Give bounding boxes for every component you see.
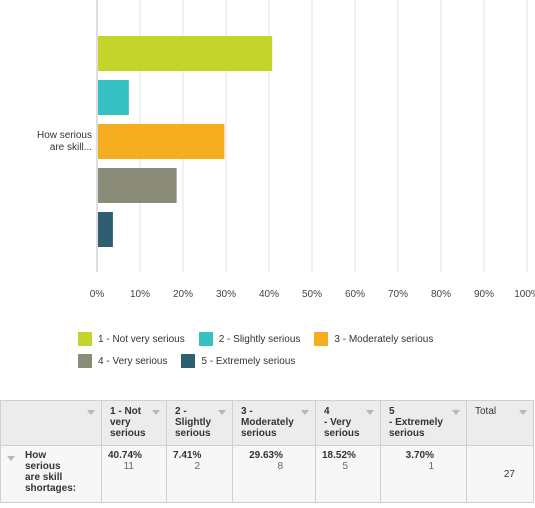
table-header-row: 1 - Not very serious 2 - Slightly serious 3 … (0, 400, 534, 446)
legend-item-4: 4 - Very serious (78, 354, 167, 368)
table-cell-total: 27 (466, 445, 534, 503)
column-header-4[interactable]: 4- Very serious (315, 400, 381, 446)
bar-2 (98, 80, 129, 115)
row-label: How serious are skill shortages: (25, 450, 77, 494)
category-label: are skill... (50, 142, 92, 153)
x-tick-label: 60% (345, 289, 365, 300)
x-tick-label: 20% (173, 289, 193, 300)
x-tick-label: 90% (474, 289, 494, 300)
legend-item-3: 3 - Moderately serious (314, 332, 433, 346)
column-header-total[interactable]: Total (466, 400, 534, 446)
legend-label-1: 1 - Not very serious (98, 333, 185, 345)
legend-item-2: 2 - Slightly serious (198, 332, 301, 346)
chevron-down-icon[interactable] (301, 410, 309, 415)
table-cell-2: 7.41% 2 (166, 445, 233, 503)
legend-label-3: 3 - Moderately serious (334, 333, 434, 345)
x-tick-label: 50% (302, 289, 322, 300)
chevron-down-icon[interactable] (519, 410, 527, 415)
table-cell-4: 18.52% 5 (315, 445, 381, 503)
bar-4 (98, 168, 177, 203)
table-cell-1: 40.74% 11 (101, 445, 167, 503)
x-tick-label: 70% (388, 289, 408, 300)
bar-chart: 0% 10% 20% 30% 40% 50% 60% 70% 80% 90% 100% How ser… (37, 0, 535, 300)
bar-3 (98, 124, 225, 159)
legend-label-4: 4 - Very serious (98, 355, 168, 367)
legend-item-5: 5 - Extremely serious (181, 354, 295, 368)
legend-item-1: 1 - Not very serious (78, 332, 185, 346)
column-header-3[interactable]: 3 - Moderately serious (232, 400, 316, 446)
column-header-1[interactable]: 1 - Not very serious (101, 400, 167, 446)
bar-5 (98, 212, 113, 247)
legend-swatch-1 (78, 332, 92, 346)
legend-swatch-5 (181, 354, 196, 368)
x-tick-label: 30% (216, 289, 236, 300)
bar-1 (98, 36, 273, 71)
chevron-down-icon[interactable] (87, 410, 95, 415)
column-header-5[interactable]: 5- Extremely serious (380, 400, 467, 446)
chevron-down-icon[interactable] (452, 410, 460, 415)
column-header-2[interactable]: 2 - Slightly serious (166, 400, 233, 446)
x-tick-label: 0% (90, 289, 105, 300)
table-cell-3: 29.63% 8 (232, 445, 316, 503)
legend-label-5: 5 - Extremely serious (201, 355, 296, 367)
row-header-cell[interactable]: How serious are skill shortages: (0, 445, 102, 503)
table-corner-cell (0, 400, 102, 446)
legend-row-2: 4 - Very serious 5 - Extremely serious (78, 354, 309, 368)
chevron-down-icon[interactable] (7, 456, 15, 461)
x-tick-label: 80% (431, 289, 451, 300)
chevron-down-icon[interactable] (366, 410, 374, 415)
x-tick-label: 40% (259, 289, 279, 300)
legend-swatch-3 (314, 332, 329, 346)
legend-swatch-4 (78, 354, 92, 368)
results-table: 1 - Not very serious 2 - Slightly serious 3 … (0, 400, 534, 503)
x-tick-label: 100% (514, 289, 535, 300)
legend-swatch-2 (198, 332, 213, 346)
chevron-down-icon[interactable] (218, 410, 226, 415)
chevron-down-icon[interactable] (152, 410, 160, 415)
legend-label-2: 2 - Slightly serious (218, 333, 301, 345)
x-tick-label: 10% (130, 289, 150, 300)
table-row: How serious are skill shortages: 40.74% 11 7… (0, 445, 534, 503)
category-label: How serious (37, 130, 92, 141)
table-cell-5: 3.70% 1 (380, 445, 467, 503)
legend-row-1: 1 - Not very serious 2 - Slightly seriou… (78, 332, 447, 346)
